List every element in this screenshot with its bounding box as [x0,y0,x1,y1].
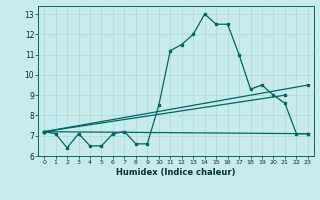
X-axis label: Humidex (Indice chaleur): Humidex (Indice chaleur) [116,168,236,177]
